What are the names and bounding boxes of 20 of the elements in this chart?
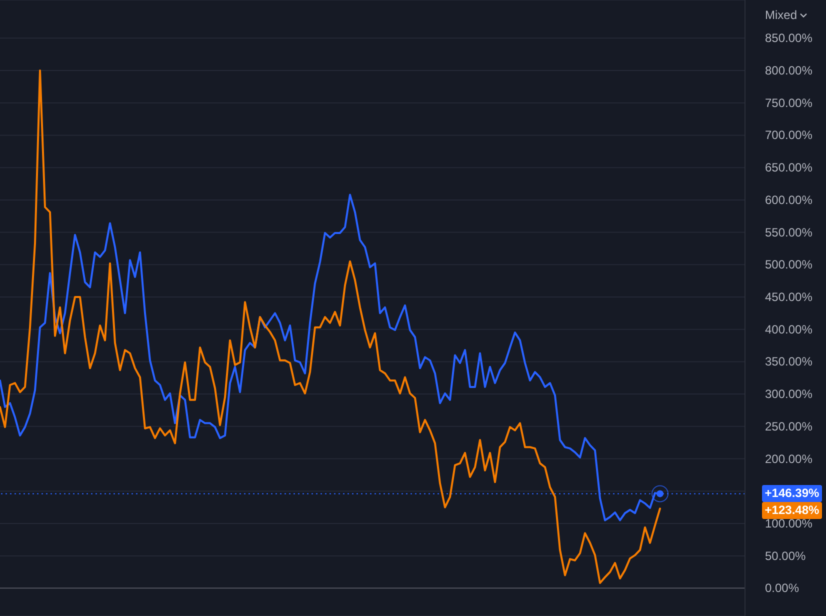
line-series	[0, 70, 661, 584]
y-tick-label: 550.00%	[765, 225, 813, 240]
y-tick-label: 750.00%	[765, 96, 813, 110]
text: +123.48%	[762, 502, 822, 520]
y-tick-label: 50.00%	[765, 548, 806, 563]
y-tick-label: 800.00%	[765, 64, 813, 78]
y-tick-label: 350.00%	[765, 354, 813, 369]
y-tick-label: 600.00%	[765, 192, 813, 207]
y-tick-label: 500.00%	[765, 258, 813, 272]
y-tick-label: 850.00%	[765, 31, 813, 46]
y-tick-label: 250.00%	[765, 419, 813, 434]
y-tick-label: 200.00%	[765, 452, 813, 466]
y-tick-label: 300.00%	[765, 387, 813, 402]
text: +146.39%	[762, 485, 822, 502]
y-tick-label: 400.00%	[765, 322, 813, 336]
y-tick-label: 700.00%	[765, 128, 813, 142]
y-tick-label: 650.00%	[765, 160, 813, 175]
y-tick-label: 450.00%	[765, 290, 813, 304]
y-tick-label: 0.00%	[765, 581, 800, 596]
text: Mixed	[765, 7, 798, 23]
